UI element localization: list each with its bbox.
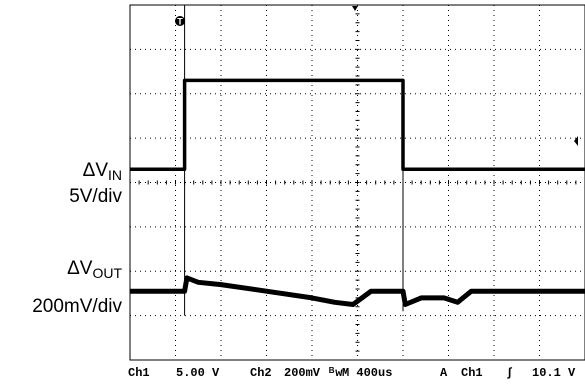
vout-label-sub: OUT xyxy=(92,265,122,281)
trigger-position-arrow-icon xyxy=(352,6,358,11)
trigger-marker-label: T xyxy=(177,17,183,27)
vout-label: ΔVOUT xyxy=(67,258,122,284)
vin-label-name: ΔV xyxy=(82,160,108,181)
ch2-scale: 200mV xyxy=(284,366,321,380)
ch1-scale: 5.00 V xyxy=(176,366,220,380)
vin-scale: 5V/div xyxy=(69,186,122,207)
vin-label: ΔVIN xyxy=(83,160,122,186)
trigger-level: 10.1 V xyxy=(532,366,576,380)
trace-layer xyxy=(130,5,585,316)
bandwidth-icon: ᴮw xyxy=(328,366,343,380)
trace-ch1 xyxy=(130,78,585,171)
status-bar: Ch1 5.00 V Ch2 200mV ᴮw M 400us A Ch1 ∫ … xyxy=(128,365,585,383)
trigger-marker-icon xyxy=(175,16,185,26)
vin-label-sub: IN xyxy=(108,167,122,183)
graticule-grid xyxy=(129,4,585,361)
trigger-mode: A xyxy=(440,366,448,380)
vout-label-name: ΔV xyxy=(67,258,93,279)
plot-frame xyxy=(129,4,585,361)
trace-ch2 xyxy=(130,275,585,307)
marker-layer: T xyxy=(175,6,578,146)
ch1-label: Ch1 xyxy=(128,366,150,380)
trigger-slope-icon: ∫ xyxy=(506,366,514,380)
vout-scale: 200mV/div xyxy=(32,296,122,317)
timebase: M 400us xyxy=(342,366,393,380)
trigger-source: Ch1 xyxy=(461,366,483,380)
ch2-label: Ch2 xyxy=(250,366,272,380)
trigger-level-arrow-icon xyxy=(574,136,578,146)
